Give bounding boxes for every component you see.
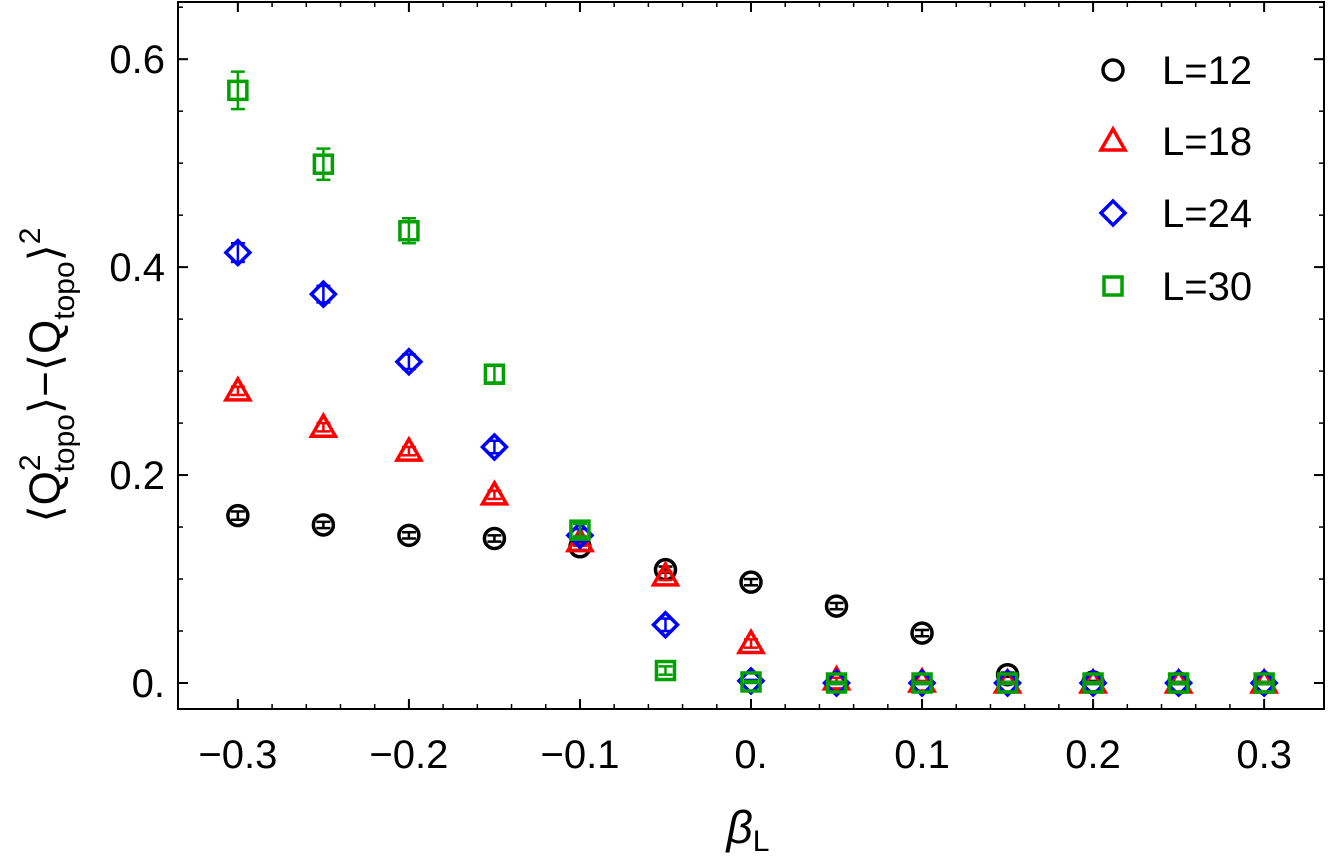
x-tick-label: 0.1 [894,733,950,777]
data-point [1082,672,1104,694]
data-point [479,479,510,506]
data-point [824,594,849,618]
data-point [740,671,762,693]
data-point [226,503,250,528]
data-point [996,672,1019,694]
data-point [393,435,424,462]
data-point [311,513,336,537]
legend-label: L=12 [1162,49,1252,93]
data-point [651,610,680,640]
plot-frame [177,1,1325,710]
x-tick-label: 0.3 [1236,733,1292,777]
data-point [569,519,591,541]
data-point [308,411,339,438]
data-point [483,363,506,385]
data-point [739,570,763,594]
legend-label: L=24 [1162,192,1252,236]
legend: L=12 L=18 L=24 L=30 [1097,49,1252,309]
data-point [654,659,677,682]
series-layer [222,70,1280,698]
data-point [479,432,509,462]
data-point [397,523,421,548]
x-axis: −0.3 −0.2 −0.1 0. 0.1 0.2 0.3 [198,2,1292,777]
series-l-12 [226,503,1276,695]
data-point [308,279,338,309]
data-point [1253,672,1275,694]
x-tick-label: −0.1 [540,733,619,777]
data-point [222,375,253,402]
series-l-24 [223,238,1279,698]
y-tick-label: 0.4 [109,246,165,290]
data-point [735,627,767,655]
legend-marker [1102,275,1124,297]
y-axis: 0. 0.2 0.4 0.6 [109,6,1324,706]
legend-marker [1097,125,1129,152]
y-tick-label: 0. [132,662,165,706]
series-l-18 [222,375,1280,694]
legend-label: L=30 [1162,265,1252,309]
data-point [825,672,848,694]
series-l-30 [227,70,1275,694]
y-axis-title: ⟨Q2topo⟩−⟨Qtopo⟩2 [14,228,81,523]
x-tick-label: 0. [734,733,767,777]
y-tick-label: 0.6 [109,38,165,82]
x-axis-title: βL [725,801,770,856]
data-point [312,153,335,175]
y-tick-label: 0.2 [109,454,165,498]
x-tick-label: −0.3 [198,733,277,777]
data-point [1167,672,1190,694]
legend-marker [1098,198,1128,228]
data-point [650,560,681,587]
data-point [394,347,424,377]
data-point [910,621,934,645]
data-point [911,672,933,694]
legend-marker [1101,58,1125,82]
data-point [398,219,420,242]
data-point [223,238,253,268]
data-point [227,79,249,102]
plot-border [177,1,1325,710]
legend-label: L=18 [1162,120,1252,164]
data-point [482,526,507,551]
x-tick-label: −0.2 [369,733,448,777]
x-tick-label: 0.2 [1065,733,1121,777]
